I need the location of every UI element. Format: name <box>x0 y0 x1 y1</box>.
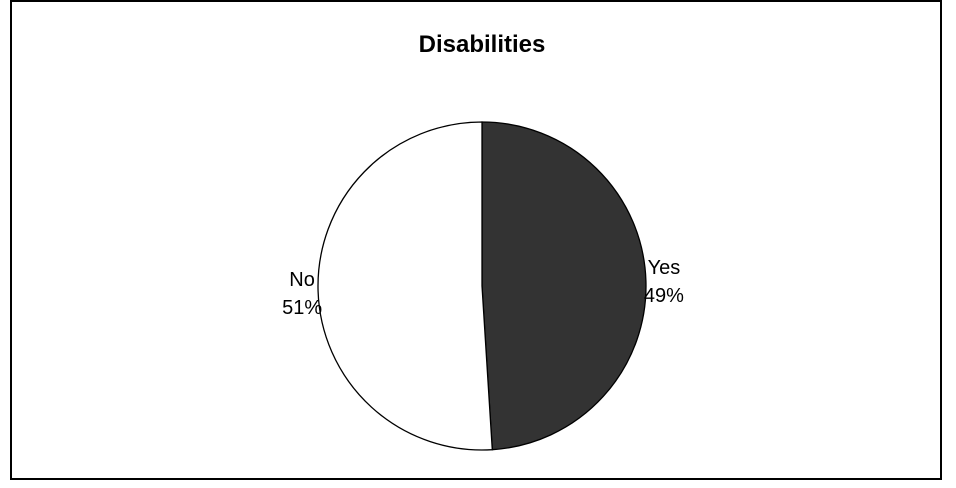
slice-percent-yes: 49% <box>644 285 684 307</box>
chart-title: Disabilities <box>419 31 546 58</box>
pie-labels: Yes 49% No 51% <box>282 257 684 319</box>
slice-label-yes: Yes <box>648 257 681 279</box>
pie-slices <box>317 121 647 451</box>
pie-slice-no <box>317 121 493 451</box>
slice-label-no: No <box>289 269 315 291</box>
pie-slice-yes <box>481 121 647 451</box>
slice-percent-no: 51% <box>282 297 322 319</box>
